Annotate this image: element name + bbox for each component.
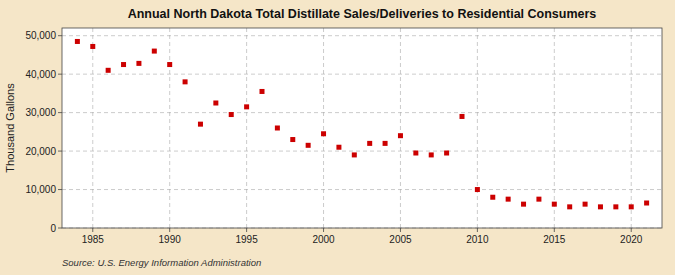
grid-line (62, 35, 662, 36)
x-tick-label: 2020 (620, 234, 643, 245)
point (136, 61, 141, 66)
x-tick-label: 2000 (312, 234, 335, 245)
x-tick (246, 228, 247, 232)
point (567, 204, 572, 209)
point (290, 137, 295, 142)
point (444, 151, 449, 156)
x-tick (631, 228, 632, 232)
grid-line (62, 151, 662, 152)
point (536, 197, 541, 202)
point (352, 152, 357, 157)
point (644, 201, 649, 206)
x-tick-label: 2010 (466, 234, 489, 245)
point (275, 126, 280, 131)
point (398, 133, 403, 138)
x-tick (477, 228, 478, 232)
point (613, 204, 618, 209)
grid-line (631, 28, 632, 228)
source-note: Source: U.S. Energy Information Administ… (62, 257, 261, 268)
x-tick (92, 228, 93, 232)
y-tick (58, 74, 62, 75)
grid-line (477, 28, 478, 228)
y-tick-label: 0 (50, 223, 56, 234)
axes: 1985 1990 1995 2000 2005 2010 2015 2020 0 10,000 2… (25, 30, 642, 245)
point (306, 143, 311, 148)
point (121, 62, 126, 67)
grid-line (400, 28, 401, 228)
y-tick-label: 20,000 (25, 146, 56, 157)
point (583, 202, 588, 207)
point (75, 39, 80, 44)
y-tick-label: 10,000 (25, 184, 56, 195)
grid-line (62, 112, 662, 113)
point (198, 122, 203, 127)
point (552, 202, 557, 207)
grid-line (169, 28, 170, 228)
point (460, 114, 465, 119)
grid-line (62, 189, 662, 190)
y-tick (58, 35, 62, 36)
grid-line (92, 28, 93, 228)
x-tick (323, 228, 324, 232)
y-axis-label: Thousand Gallons (4, 83, 16, 173)
point (490, 195, 495, 200)
x-tick-label: 1985 (82, 234, 105, 245)
x-tick-label: 1990 (159, 234, 182, 245)
x-tick (400, 228, 401, 232)
y-tick-label: 30,000 (25, 107, 56, 118)
title: Annual North Dakota Total Distillate Sal… (128, 7, 597, 21)
x-tick-label: 1995 (235, 234, 258, 245)
y-tick (58, 112, 62, 113)
point (413, 151, 418, 156)
point (167, 62, 172, 67)
point (229, 112, 234, 117)
point (321, 131, 326, 136)
point (183, 79, 188, 84)
x-tick (554, 228, 555, 232)
y-tick-label: 50,000 (25, 30, 56, 41)
point (260, 89, 265, 94)
point (598, 204, 603, 209)
x-tick-label: 2005 (389, 234, 412, 245)
plot-frame (62, 28, 662, 228)
y-tick (58, 228, 62, 229)
point (506, 197, 511, 202)
point (521, 202, 526, 207)
grid-line (246, 28, 247, 228)
y-tick (58, 151, 62, 152)
point (244, 104, 249, 109)
point (429, 152, 434, 157)
point (475, 187, 480, 192)
y-tick-label: 40,000 (25, 69, 56, 80)
x-tick (169, 228, 170, 232)
y-tick (58, 189, 62, 190)
point (90, 44, 95, 49)
point (336, 145, 341, 150)
point (367, 141, 372, 146)
grid (62, 28, 662, 228)
chart: 1985 1990 1995 2000 2005 2010 2015 2020 0 10,000 2… (0, 0, 675, 275)
grid-line (323, 28, 324, 228)
point (383, 141, 388, 146)
point (213, 101, 218, 106)
x-tick-label: 2015 (543, 234, 566, 245)
point (629, 204, 634, 209)
point (106, 68, 111, 73)
point (152, 49, 157, 54)
points (75, 39, 649, 209)
plot-background (62, 28, 662, 228)
grid-line (554, 28, 555, 228)
grid-line (62, 74, 662, 75)
